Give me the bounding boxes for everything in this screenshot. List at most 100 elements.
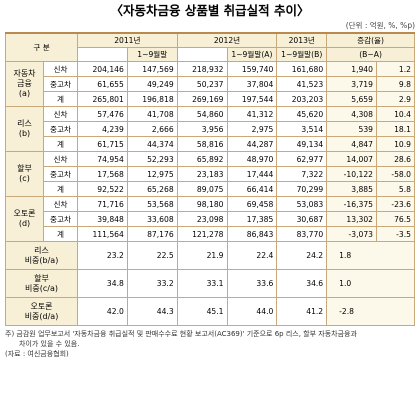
cell: 58,816 [176, 136, 228, 152]
cell: 3,719 [326, 76, 377, 92]
row-label: 신차 [42, 196, 79, 212]
cell: 159,740 [226, 61, 278, 77]
page: 〈자동차금융 상품별 취급실적 추이〉 (단위 : 억원, %, %p) 구 분… [4, 0, 416, 359]
cell: 71,716 [77, 196, 128, 212]
row: 중고차 17,568 12,975 23,183 17,444 7,322 -10,122-… [6, 166, 416, 182]
cell: 21.9 [176, 241, 228, 270]
header-cell: (B−A) [326, 47, 415, 62]
cell: 86,843 [226, 226, 278, 242]
unit: (단위 : 억원, %, %p) [345, 21, 415, 30]
cell: 66,414 [226, 181, 278, 197]
cell: 13,302 [326, 211, 377, 227]
ratio-label: 오토론 비중(d/a) [4, 297, 79, 326]
cell: 98,180 [176, 196, 228, 212]
ratio-row: 리스 비중(b/a) 23.2 22.5 21.9 22.4 24.2 1.8 [4, 241, 415, 270]
label-line: 비중(b/a) [24, 255, 59, 265]
row: 중고차 61,655 49,249 50,237 37,804 41,523 3,719 9.… [6, 76, 416, 92]
cell: 218,932 [176, 61, 228, 77]
cell: 44.0 [226, 297, 278, 326]
cell: 33.1 [176, 269, 228, 298]
cell: 53,083 [276, 196, 328, 212]
group-label: 자동차 금융 (a) [5, 61, 44, 107]
cell: 76.5 [375, 211, 416, 227]
cell: 24.2 [276, 241, 328, 270]
cell: 28.6 [375, 151, 416, 167]
ratio-label: 할부 비중(c/a) [4, 269, 79, 298]
title: 〈자동차금융 상품별 취급실적 추이〉 [110, 3, 310, 18]
header-cell: 1~9월말(B) [276, 47, 328, 62]
note-line: 차이가 있을 수 있음. [19, 340, 80, 348]
cell: -3,073 [326, 226, 377, 242]
cell: 44,287 [226, 136, 278, 152]
cell: 62,977 [276, 151, 328, 167]
cell: 4,239 [77, 121, 128, 137]
row-label: 신차 [42, 61, 79, 77]
cell: 45.1 [176, 297, 228, 326]
cell: 61,655 [77, 76, 128, 92]
cell: 22.4 [226, 241, 278, 270]
label-line: 오토론 [30, 301, 53, 311]
cell: 4,847 [326, 136, 377, 152]
cell: 196,818 [126, 91, 178, 107]
cell: 1.8 [326, 241, 415, 270]
cell: 42.0 [77, 297, 128, 326]
cell: 2,666 [126, 121, 178, 137]
row: 계 265,801 196,818 269,169 197,544 203,203 5,65… [6, 91, 416, 107]
cell: 37,804 [226, 76, 278, 92]
cell: 3,956 [176, 121, 228, 137]
cell: 10.4 [375, 106, 416, 122]
label-line: 자동차 [13, 69, 36, 78]
cell: 5.8 [375, 181, 416, 197]
header-cell: 2011년 [77, 32, 178, 48]
row-label: 중고차 [42, 76, 79, 92]
cell: 1,940 [326, 61, 377, 77]
cell: -16,375 [326, 196, 377, 212]
row: 오토론 (d) 신차 71,716 53,568 98,180 69,458 53,083 -1… [5, 196, 416, 242]
cell: 70,299 [276, 181, 328, 197]
cell: 45,620 [276, 106, 328, 122]
cell: 33.2 [126, 269, 178, 298]
ratio-row: 오토론 비중(d/a) 42.0 44.3 45.1 44.0 41.2 -2.8 [4, 297, 415, 326]
cell: 23,183 [176, 166, 228, 182]
label-line: 리스 [34, 245, 49, 255]
label-line: 할부 [17, 164, 32, 173]
row-label: 계 [42, 91, 79, 107]
cell: 22.5 [126, 241, 178, 270]
cell: 12,975 [126, 166, 178, 182]
cell: 2.9 [375, 91, 416, 107]
cell: 39,848 [77, 211, 128, 227]
note-line: 주) 금감원 업무보고서 '자동차금융 취급실적 및 판매수수료 현황 보고서(… [5, 330, 357, 338]
cell: 121,278 [176, 226, 228, 242]
group-label: 오토론 (d) [5, 196, 44, 242]
row-label: 중고차 [42, 166, 79, 182]
row: 할부 (c) 신차 74,954 52,293 65,892 48,970 62,977 14,… [5, 151, 416, 197]
cell: 147,569 [126, 61, 178, 77]
label-line: 비중(c/a) [25, 283, 58, 293]
cell: 74,954 [77, 151, 128, 167]
cell: 17,568 [77, 166, 128, 182]
cell: 23.2 [77, 241, 128, 270]
row: 리스 (b) 신차 57,476 41,708 54,860 41,312 45,620 4,3… [5, 106, 416, 152]
cell: 34.8 [77, 269, 128, 298]
row: 중고차 4,239 2,666 3,956 2,975 3,514 539 18.1 [6, 121, 416, 137]
cell: 92,522 [77, 181, 128, 197]
cell: 7,322 [276, 166, 328, 182]
label-line: (c) [19, 174, 30, 183]
cell: 269,169 [176, 91, 228, 107]
cell: 65,892 [176, 151, 228, 167]
cell: 41,523 [276, 76, 328, 92]
cell: 2,975 [226, 121, 278, 137]
group-label: 할부 (c) [5, 151, 44, 197]
cell: 5,659 [326, 91, 377, 107]
cell: 197,544 [226, 91, 278, 107]
row-label: 계 [42, 136, 79, 152]
row-label: 신차 [42, 151, 79, 167]
cell: 44,374 [126, 136, 178, 152]
cell: 10.9 [375, 136, 416, 152]
cell: 83,770 [276, 226, 328, 242]
cell: 30,687 [276, 211, 328, 227]
row: 계 61,715 44,374 58,816 44,287 49,134 4,847 10.9 [6, 136, 416, 152]
header-cell: 1~9월말 [126, 47, 178, 62]
cell: 41,312 [226, 106, 278, 122]
note-line: (자료 : 여신금융협회) [5, 350, 69, 358]
